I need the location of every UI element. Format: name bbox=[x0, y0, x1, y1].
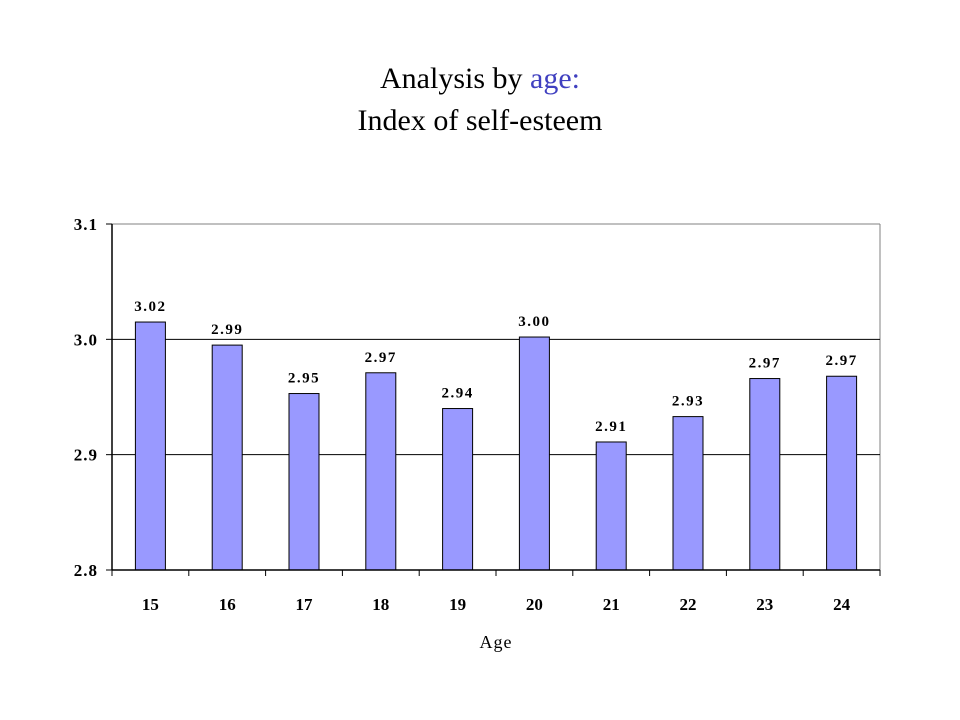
data-label: 2.91 bbox=[595, 419, 627, 435]
axes bbox=[106, 223, 881, 576]
y-tick-label: 2.8 bbox=[74, 561, 98, 580]
y-tick-label: 3.1 bbox=[74, 215, 98, 234]
data-label: 2.99 bbox=[211, 322, 243, 338]
labels: 2.8 2.9 3.0 3.1 3.02 15 2.99 16 2.95 17 2.97 18 2.94… bbox=[74, 215, 857, 652]
x-axis-title: Age bbox=[480, 632, 513, 652]
bar bbox=[595, 441, 627, 571]
x-tick-label: 22 bbox=[680, 595, 697, 614]
data-label: 2.97 bbox=[825, 353, 857, 369]
x-tick-label: 21 bbox=[603, 595, 620, 614]
y-tick-label: 3.0 bbox=[74, 330, 98, 349]
x-tick-label: 16 bbox=[219, 595, 236, 614]
x-tick-label: 19 bbox=[449, 595, 466, 614]
data-label: 2.97 bbox=[749, 356, 781, 372]
title-accent: age: bbox=[530, 62, 580, 95]
bar bbox=[749, 378, 781, 571]
bar bbox=[288, 393, 320, 571]
data-label: 2.93 bbox=[672, 394, 704, 410]
bar bbox=[442, 408, 474, 571]
x-tick-label: 24 bbox=[833, 595, 851, 614]
x-tick-label: 20 bbox=[526, 595, 543, 614]
x-tick-label: 18 bbox=[372, 595, 389, 614]
bar bbox=[518, 336, 550, 571]
bar bbox=[134, 321, 166, 571]
chart-subtitle: Index of self-esteem bbox=[357, 104, 603, 137]
bar bbox=[826, 375, 858, 571]
y-tick-label: 2.9 bbox=[74, 446, 98, 465]
chart-title: Analysis by age: bbox=[0, 60, 960, 98]
data-label: 2.97 bbox=[365, 350, 397, 366]
bar bbox=[211, 344, 243, 571]
data-label: 3.00 bbox=[518, 314, 550, 330]
data-label: 3.02 bbox=[134, 299, 166, 315]
title-text: Analysis by bbox=[380, 62, 531, 95]
bar bbox=[672, 416, 704, 571]
x-tick-label: 23 bbox=[756, 595, 773, 614]
x-tick-label: 15 bbox=[142, 595, 159, 614]
data-label: 2.95 bbox=[288, 371, 320, 387]
data-label: 2.94 bbox=[441, 386, 473, 402]
x-tick-label: 17 bbox=[296, 595, 314, 614]
bar bbox=[365, 372, 397, 571]
bars bbox=[134, 321, 858, 571]
